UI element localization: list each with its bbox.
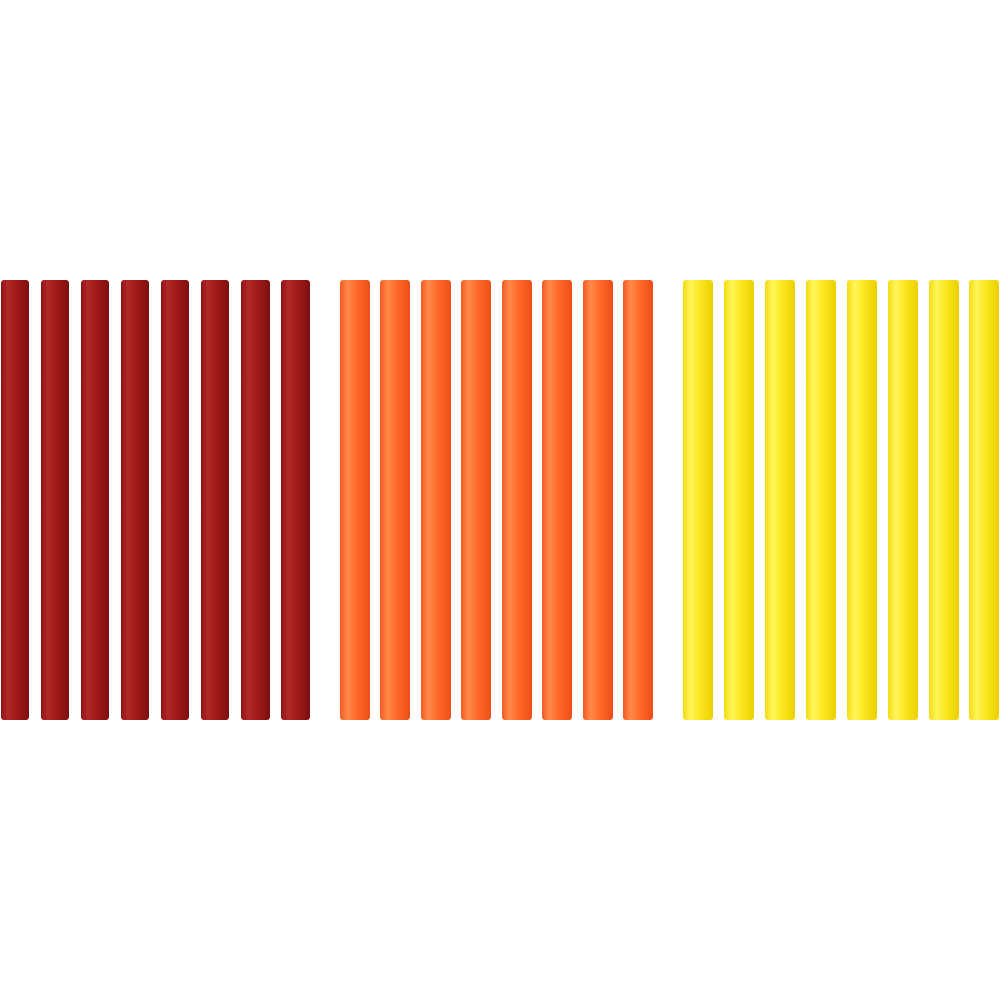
glue-stick — [765, 280, 795, 720]
glue-stick — [888, 280, 918, 720]
glue-stick — [421, 280, 451, 720]
glue-stick — [340, 280, 370, 720]
glue-stick — [929, 280, 959, 720]
glue-stick — [121, 280, 149, 720]
glue-stick — [683, 280, 713, 720]
yellow-sticks — [683, 280, 999, 720]
glue-stick — [806, 280, 836, 720]
glue-stick — [281, 280, 310, 720]
glue-stick — [201, 280, 229, 720]
glue-stick — [502, 280, 532, 720]
glue-stick — [241, 280, 270, 720]
glue-stick — [583, 280, 613, 720]
red-sticks — [1, 280, 310, 720]
glue-stick — [81, 280, 109, 720]
glue-stick — [161, 280, 189, 720]
glue-stick — [461, 280, 491, 720]
glue-stick — [847, 280, 877, 720]
glue-stick — [542, 280, 572, 720]
glue-stick — [623, 280, 653, 720]
orange-sticks — [340, 280, 653, 720]
glue-stick — [380, 280, 410, 720]
glue-stick — [724, 280, 754, 720]
glue-stick — [969, 280, 999, 720]
glue-stick — [41, 280, 69, 720]
glue-stick — [1, 280, 29, 720]
